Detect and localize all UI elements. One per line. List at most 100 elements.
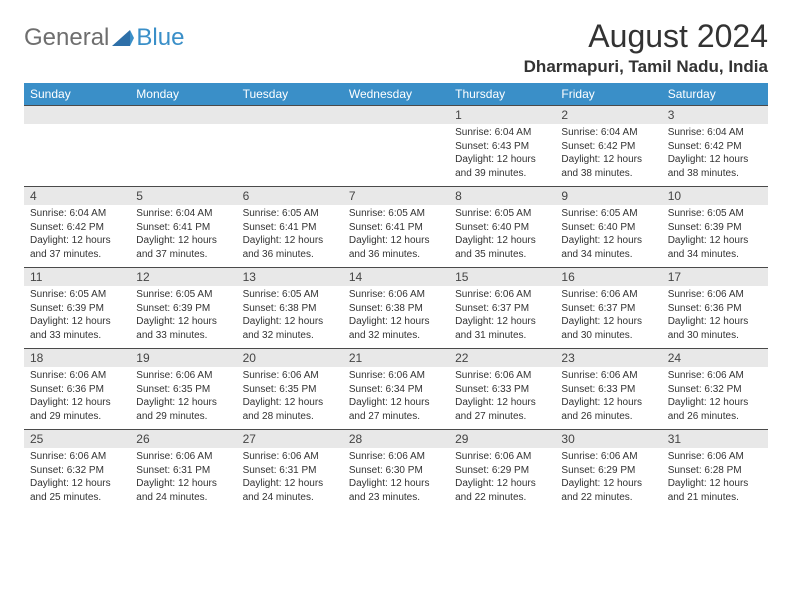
month-title: August 2024 <box>524 18 768 55</box>
sunrise-text: Sunrise: 6:04 AM <box>455 126 549 140</box>
day-number <box>237 106 343 125</box>
day-cell: Sunrise: 6:06 AMSunset: 6:36 PMDaylight:… <box>24 367 130 430</box>
day-number: 30 <box>555 430 661 449</box>
sunrise-text: Sunrise: 6:04 AM <box>561 126 655 140</box>
sunset-text: Sunset: 6:36 PM <box>30 383 124 397</box>
daylight-text-2: and 26 minutes. <box>561 410 655 424</box>
daylight-text-1: Daylight: 12 hours <box>561 477 655 491</box>
daylight-text-1: Daylight: 12 hours <box>561 153 655 167</box>
sunset-text: Sunset: 6:42 PM <box>668 140 762 154</box>
day-number: 11 <box>24 268 130 287</box>
sunset-text: Sunset: 6:28 PM <box>668 464 762 478</box>
sunset-text: Sunset: 6:38 PM <box>349 302 443 316</box>
day-content-row: Sunrise: 6:04 AMSunset: 6:42 PMDaylight:… <box>24 205 768 268</box>
calendar-page: General Blue August 2024 Dharmapuri, Tam… <box>0 0 792 522</box>
daylight-text-2: and 26 minutes. <box>668 410 762 424</box>
sunset-text: Sunset: 6:35 PM <box>243 383 337 397</box>
sunrise-text: Sunrise: 6:06 AM <box>561 288 655 302</box>
day-cell: Sunrise: 6:06 AMSunset: 6:32 PMDaylight:… <box>662 367 768 430</box>
sunrise-text: Sunrise: 6:06 AM <box>349 450 443 464</box>
day-number <box>24 106 130 125</box>
day-cell: Sunrise: 6:06 AMSunset: 6:36 PMDaylight:… <box>662 286 768 349</box>
sunrise-text: Sunrise: 6:04 AM <box>30 207 124 221</box>
day-header: Friday <box>555 83 661 106</box>
day-number: 29 <box>449 430 555 449</box>
daylight-text-1: Daylight: 12 hours <box>668 396 762 410</box>
daylight-text-2: and 36 minutes. <box>243 248 337 262</box>
daylight-text-1: Daylight: 12 hours <box>349 396 443 410</box>
day-cell: Sunrise: 6:04 AMSunset: 6:42 PMDaylight:… <box>555 124 661 187</box>
sunrise-text: Sunrise: 6:05 AM <box>455 207 549 221</box>
daylight-text-2: and 34 minutes. <box>668 248 762 262</box>
daylight-text-2: and 27 minutes. <box>349 410 443 424</box>
sunrise-text: Sunrise: 6:06 AM <box>668 288 762 302</box>
sunrise-text: Sunrise: 6:06 AM <box>243 369 337 383</box>
day-number: 4 <box>24 187 130 206</box>
day-cell: Sunrise: 6:06 AMSunset: 6:35 PMDaylight:… <box>130 367 236 430</box>
daylight-text-1: Daylight: 12 hours <box>349 477 443 491</box>
daylight-text-2: and 31 minutes. <box>455 329 549 343</box>
day-cell: Sunrise: 6:05 AMSunset: 6:41 PMDaylight:… <box>237 205 343 268</box>
daylight-text-1: Daylight: 12 hours <box>243 315 337 329</box>
sunset-text: Sunset: 6:30 PM <box>349 464 443 478</box>
sunrise-text: Sunrise: 6:05 AM <box>561 207 655 221</box>
day-cell: Sunrise: 6:06 AMSunset: 6:34 PMDaylight:… <box>343 367 449 430</box>
sunset-text: Sunset: 6:33 PM <box>455 383 549 397</box>
sunset-text: Sunset: 6:41 PM <box>349 221 443 235</box>
sunrise-text: Sunrise: 6:05 AM <box>668 207 762 221</box>
day-cell: Sunrise: 6:06 AMSunset: 6:31 PMDaylight:… <box>130 448 236 510</box>
sunset-text: Sunset: 6:40 PM <box>455 221 549 235</box>
day-number: 19 <box>130 349 236 368</box>
sunset-text: Sunset: 6:37 PM <box>455 302 549 316</box>
day-cell: Sunrise: 6:06 AMSunset: 6:28 PMDaylight:… <box>662 448 768 510</box>
day-number: 18 <box>24 349 130 368</box>
daylight-text-2: and 27 minutes. <box>455 410 549 424</box>
sunset-text: Sunset: 6:43 PM <box>455 140 549 154</box>
day-cell: Sunrise: 6:06 AMSunset: 6:29 PMDaylight:… <box>555 448 661 510</box>
day-number: 26 <box>130 430 236 449</box>
day-number-row: 18192021222324 <box>24 349 768 368</box>
daylight-text-1: Daylight: 12 hours <box>455 153 549 167</box>
day-cell <box>24 124 130 187</box>
sunset-text: Sunset: 6:31 PM <box>136 464 230 478</box>
daylight-text-1: Daylight: 12 hours <box>243 477 337 491</box>
daylight-text-1: Daylight: 12 hours <box>30 477 124 491</box>
day-cell: Sunrise: 6:06 AMSunset: 6:32 PMDaylight:… <box>24 448 130 510</box>
day-number: 25 <box>24 430 130 449</box>
day-cell: Sunrise: 6:05 AMSunset: 6:39 PMDaylight:… <box>24 286 130 349</box>
day-content-row: Sunrise: 6:06 AMSunset: 6:36 PMDaylight:… <box>24 367 768 430</box>
daylight-text-2: and 22 minutes. <box>455 491 549 505</box>
day-header: Tuesday <box>237 83 343 106</box>
sunset-text: Sunset: 6:33 PM <box>561 383 655 397</box>
calendar-table: SundayMondayTuesdayWednesdayThursdayFrid… <box>24 83 768 510</box>
daylight-text-1: Daylight: 12 hours <box>136 234 230 248</box>
sunrise-text: Sunrise: 6:06 AM <box>349 288 443 302</box>
daylight-text-1: Daylight: 12 hours <box>30 396 124 410</box>
location: Dharmapuri, Tamil Nadu, India <box>524 57 768 77</box>
sunset-text: Sunset: 6:36 PM <box>668 302 762 316</box>
daylight-text-1: Daylight: 12 hours <box>349 234 443 248</box>
daylight-text-1: Daylight: 12 hours <box>136 477 230 491</box>
day-number: 24 <box>662 349 768 368</box>
day-cell <box>343 124 449 187</box>
daylight-text-1: Daylight: 12 hours <box>455 477 549 491</box>
day-number: 20 <box>237 349 343 368</box>
day-number: 12 <box>130 268 236 287</box>
daylight-text-1: Daylight: 12 hours <box>136 396 230 410</box>
logo-text-blue: Blue <box>136 24 184 52</box>
sunset-text: Sunset: 6:35 PM <box>136 383 230 397</box>
day-number-row: 45678910 <box>24 187 768 206</box>
sunset-text: Sunset: 6:41 PM <box>136 221 230 235</box>
daylight-text-1: Daylight: 12 hours <box>561 315 655 329</box>
day-header: Saturday <box>662 83 768 106</box>
day-number: 2 <box>555 106 661 125</box>
daylight-text-1: Daylight: 12 hours <box>668 153 762 167</box>
day-content-row: Sunrise: 6:05 AMSunset: 6:39 PMDaylight:… <box>24 286 768 349</box>
day-cell: Sunrise: 6:06 AMSunset: 6:37 PMDaylight:… <box>449 286 555 349</box>
day-number: 21 <box>343 349 449 368</box>
daylight-text-2: and 28 minutes. <box>243 410 337 424</box>
sunrise-text: Sunrise: 6:06 AM <box>668 450 762 464</box>
day-cell: Sunrise: 6:06 AMSunset: 6:35 PMDaylight:… <box>237 367 343 430</box>
sunrise-text: Sunrise: 6:05 AM <box>30 288 124 302</box>
day-number: 16 <box>555 268 661 287</box>
